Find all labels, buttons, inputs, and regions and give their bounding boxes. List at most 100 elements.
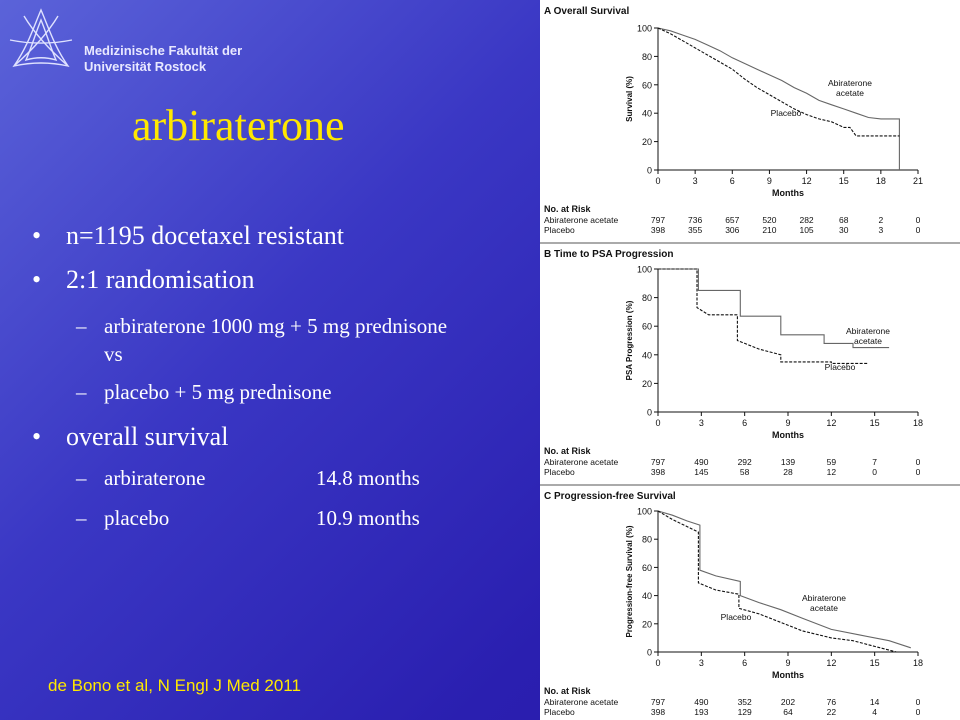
sub-bullet-2-2-text: placebo + 5 mg prednisone — [104, 380, 332, 404]
x-tick-label: 12 — [802, 176, 812, 186]
y-tick-label: 20 — [642, 379, 652, 389]
bullet-3: • overall survival — [32, 422, 229, 451]
risk-table-row-label: Abiraterone acetate — [544, 457, 618, 467]
series-line-placebo — [658, 268, 868, 364]
y-tick-label: 20 — [642, 619, 652, 629]
y-tick-label: 80 — [642, 535, 652, 545]
y-tick-label: 20 — [642, 137, 652, 147]
y-tick-label: 40 — [642, 109, 652, 119]
series-line-placebo — [657, 510, 897, 653]
y-axis-label: Progression-free Survival (%) — [625, 525, 634, 637]
risk-table-cell: 520 — [762, 215, 776, 225]
bullet-1: • n=1195 docetaxel resistant — [32, 221, 344, 250]
risk-table-cell: 14 — [870, 697, 880, 707]
bullet-1-text: n=1195 docetaxel resistant — [66, 221, 344, 250]
risk-table-cell: 129 — [738, 707, 752, 717]
risk-table-cell: 490 — [694, 697, 708, 707]
result-value-arbiraterone: 14.8 months — [316, 466, 420, 490]
result-value-placebo: 10.9 months — [316, 506, 420, 530]
y-tick-label: 60 — [642, 322, 652, 332]
x-tick-label: 0 — [655, 658, 660, 668]
risk-table-cell: 0 — [916, 215, 921, 225]
y-tick-label: 40 — [642, 591, 652, 601]
risk-table-row-label: Placebo — [544, 225, 575, 235]
risk-table-cell: 68 — [839, 215, 849, 225]
x-tick-label: 15 — [839, 176, 849, 186]
risk-table-cell: 797 — [651, 697, 665, 707]
risk-table-row-label: Placebo — [544, 707, 575, 717]
x-tick-label: 15 — [870, 658, 880, 668]
risk-table-cell: 64 — [783, 707, 793, 717]
y-tick-label: 80 — [642, 293, 652, 303]
series-line-abiraterone — [658, 268, 890, 349]
x-tick-label: 18 — [913, 658, 923, 668]
bullet-3-text: overall survival — [66, 422, 229, 451]
risk-table-cell: 28 — [783, 467, 793, 477]
risk-table-cell: 0 — [916, 467, 921, 477]
series-label: Abiraterone acetate — [802, 593, 846, 613]
sub-bullet-2-1-cont: vs — [104, 342, 123, 366]
risk-table-cell: 202 — [781, 697, 795, 707]
risk-table-cell: 105 — [799, 225, 813, 235]
sub-bullet-2-2: – placebo + 5 mg prednisone — [76, 380, 332, 404]
risk-table-cell: 490 — [694, 457, 708, 467]
chart-title: B Time to PSA Progression — [544, 249, 673, 260]
x-tick-label: 18 — [913, 418, 923, 428]
x-tick-label: 18 — [876, 176, 886, 186]
risk-table-row-label: Abiraterone acetate — [544, 215, 618, 225]
y-tick-label: 100 — [637, 507, 652, 517]
risk-table-cell: 145 — [694, 467, 708, 477]
risk-table-cell: 398 — [651, 467, 665, 477]
bullet-2-text: 2:1 randomisation — [66, 265, 255, 294]
risk-table-cell: 59 — [827, 457, 837, 467]
risk-table-cell: 3 — [878, 225, 883, 235]
x-tick-label: 9 — [785, 658, 790, 668]
series-label: Placebo — [771, 108, 802, 118]
x-tick-label: 3 — [699, 418, 704, 428]
logo-line-2: Universität Rostock — [84, 59, 207, 74]
risk-table-cell: 657 — [725, 215, 739, 225]
x-tick-label: 3 — [693, 176, 698, 186]
x-tick-label: 3 — [699, 658, 704, 668]
risk-table-cell: 58 — [740, 467, 750, 477]
series-line-abiraterone — [657, 510, 911, 649]
risk-table-cell: 306 — [725, 225, 739, 235]
sub-bullet-2-1: – arbiraterone 1000 mg + 5 mg prednisone — [76, 314, 448, 338]
risk-table-cell: 2 — [878, 215, 883, 225]
slide-title: arbiraterone — [132, 101, 345, 150]
y-tick-label: 0 — [647, 408, 652, 418]
series-label-line: acetate — [854, 336, 882, 346]
citation: de Bono et al, N Engl J Med 2011 — [48, 676, 301, 695]
series-label-line: Abiraterone — [802, 593, 846, 603]
university-logo: Medizinische Fakultät der Universität Ro… — [8, 6, 242, 77]
logo-line-1: Medizinische Fakultät der — [84, 43, 243, 58]
series-label-line: Abiraterone — [846, 326, 890, 336]
risk-table-cell: 797 — [651, 215, 665, 225]
x-tick-label: 9 — [785, 418, 790, 428]
risk-table-cell: 7 — [872, 457, 877, 467]
risk-table-cell: 0 — [872, 467, 877, 477]
risk-table-cell: 30 — [839, 225, 849, 235]
series-label-line: Abiraterone — [828, 78, 872, 88]
series-label: Abiraterone acetate — [846, 326, 890, 346]
y-tick-label: 0 — [647, 648, 652, 658]
risk-table-cell: 139 — [781, 457, 795, 467]
risk-table-header: No. at Risk — [544, 686, 592, 696]
x-tick-label: 12 — [826, 418, 836, 428]
x-tick-label: 15 — [870, 418, 880, 428]
risk-table-cell: 0 — [916, 225, 921, 235]
sub-bullet-3-1: – arbiraterone 14.8 months — [76, 466, 420, 490]
risk-table-cell: 12 — [827, 467, 837, 477]
x-tick-label: 6 — [730, 176, 735, 186]
risk-table-row-label: Placebo — [544, 467, 575, 477]
series-label: Placebo — [721, 612, 752, 622]
risk-table-cell: 352 — [738, 697, 752, 707]
risk-table-cell: 4 — [872, 707, 877, 717]
y-axis-label: PSA Progression (%) — [625, 300, 634, 380]
risk-table-cell: 736 — [688, 215, 702, 225]
series-label-line: acetate — [836, 88, 864, 98]
x-tick-label: 0 — [655, 418, 660, 428]
risk-table-cell: 0 — [916, 457, 921, 467]
